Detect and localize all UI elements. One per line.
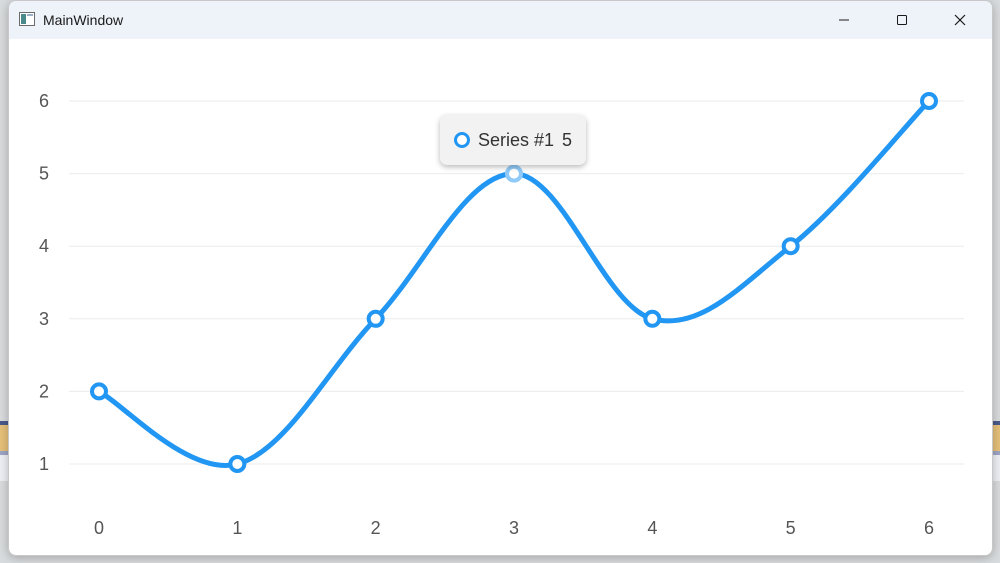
y-tick-label: 2 — [39, 381, 49, 401]
series-marker-icon — [454, 132, 470, 148]
close-icon — [954, 14, 966, 26]
data-point — [366, 309, 385, 328]
x-tick-label: 6 — [924, 518, 934, 538]
y-tick-label: 4 — [39, 236, 49, 256]
data-point — [228, 455, 247, 473]
data-point — [920, 92, 938, 110]
y-tick-label: 5 — [39, 164, 49, 184]
close-button[interactable] — [931, 1, 989, 39]
x-tick-label: 0 — [94, 518, 104, 538]
y-tick-label: 3 — [39, 309, 49, 329]
maximize-icon — [897, 15, 907, 25]
x-tick-label: 5 — [786, 518, 796, 538]
maximize-button[interactable] — [873, 1, 931, 39]
x-tick-label: 3 — [509, 518, 519, 538]
y-tick-label: 6 — [39, 91, 49, 111]
title-bar[interactable]: MainWindow — [9, 1, 992, 39]
data-point — [90, 382, 108, 401]
data-point — [643, 309, 662, 328]
x-tick-label: 1 — [232, 518, 242, 538]
data-point — [505, 164, 523, 183]
window-title: MainWindow — [43, 12, 124, 28]
main-window: MainWindow 1 2 3 4 5 6 0 1 2 3 4 5 6 Series #1 5 — [8, 0, 993, 556]
x-tick-label: 2 — [371, 518, 381, 538]
chart-tooltip: Series #1 5 — [440, 115, 587, 165]
y-tick-label: 1 — [39, 454, 49, 474]
app-window-icon — [19, 12, 35, 26]
data-point — [781, 237, 800, 256]
x-tick-label: 4 — [647, 518, 657, 538]
line-chart[interactable]: 1 2 3 4 5 6 0 1 2 3 4 5 6 — [9, 39, 992, 555]
chart-area[interactable]: 1 2 3 4 5 6 0 1 2 3 4 5 6 Series #1 5 — [9, 39, 992, 555]
minimize-icon — [839, 19, 849, 21]
tooltip-value: 5 — [562, 129, 573, 150]
minimize-button[interactable] — [815, 1, 873, 39]
tooltip-series-name: Series #1 — [478, 129, 555, 150]
